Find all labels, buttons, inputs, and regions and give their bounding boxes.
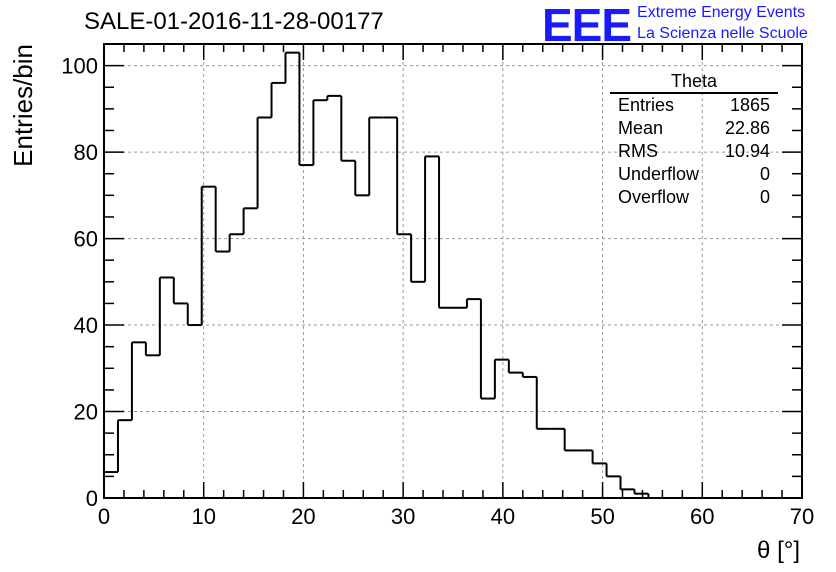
y-tick-label: 80 [74,140,98,165]
eee-logo: EEE Extreme Energy Events La Scienza nel… [542,2,808,48]
y-tick-label: 60 [74,227,98,252]
grid-lines [104,44,802,498]
stats-row-underflow: Underflow 0 [610,163,778,186]
axes [103,43,803,499]
y-tick-label: 20 [74,400,98,425]
x-tick-label: 40 [491,504,515,529]
stats-label: Entries [618,95,675,115]
stats-value: 0 [759,187,770,207]
eee-logo-text: Extreme Energy Events La Scienza nelle S… [637,2,808,44]
eee-logo-mark: EEE [542,0,632,51]
stats-row-rms: RMS 10.94 [610,140,778,163]
x-tick-label: 30 [391,504,415,529]
stats-title: Theta [610,70,778,94]
tick-labels: 0 10 20 30 40 50 60 70 0 20 40 60 80 100 [61,54,814,529]
x-tick-label: 10 [191,504,215,529]
stats-label: Overflow [618,187,690,207]
x-tick-label: 60 [690,504,714,529]
logo-line-2: La Scienza nelle Scuole [637,25,808,42]
stats-label: Mean [618,118,664,138]
logo-line-1: Extreme Energy Events [637,4,806,21]
y-tick-label: 0 [86,486,98,511]
y-tick-label: 100 [61,54,98,79]
stats-label: Underflow [618,164,700,184]
stats-row-entries: Entries 1865 [610,94,778,117]
x-axis-label: θ [°] [757,537,800,564]
run-title: SALE-01-2016-11-28-00177 [84,8,384,35]
y-tick-label: 40 [74,313,98,338]
stats-value: 22.86 [724,118,770,138]
histogram-bars [103,51,663,499]
x-tick-label: 0 [98,504,110,529]
stats-value: 10.94 [724,141,770,161]
stats-row-overflow: Overflow 0 [610,186,778,209]
stats-value: 0 [759,164,770,184]
stats-row-mean: Mean 22.86 [610,117,778,140]
stats-box: Theta Entries 1865 Mean 22.86 RMS 10.94 … [610,70,778,209]
plot-frame [103,43,803,499]
stats-value: 1865 [729,95,770,115]
stats-label: RMS [618,141,658,161]
y-axis-label: Entries/bin [8,44,38,167]
x-tick-label: 50 [590,504,614,529]
x-tick-label: 20 [291,504,315,529]
x-tick-label: 70 [790,504,814,529]
